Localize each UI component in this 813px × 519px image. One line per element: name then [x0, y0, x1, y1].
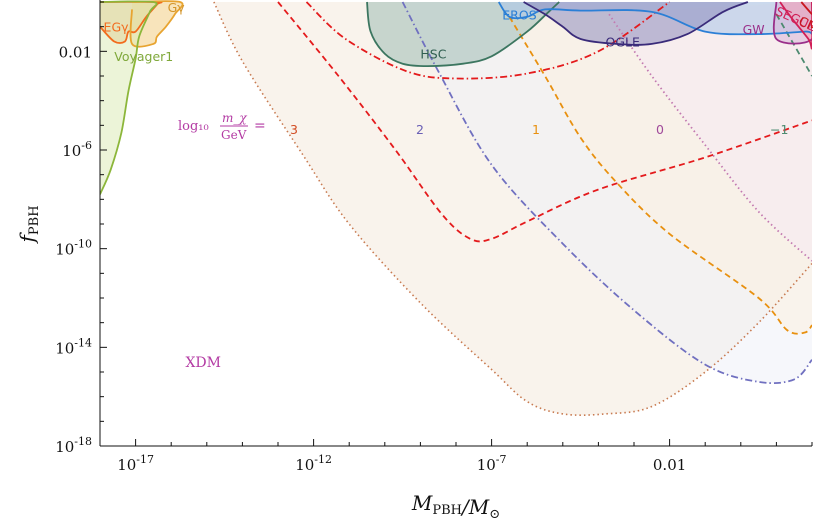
y-tick-label: 10-10 — [55, 238, 92, 259]
label-ogle: OGLE — [606, 34, 640, 49]
label-gw: GW — [743, 22, 765, 37]
y-tick-label: 0.01 — [59, 43, 92, 61]
xdm-curves — [277, 1, 812, 385]
y-tick-label: 10-18 — [55, 435, 92, 456]
constraint-lines — [100, 0, 812, 195]
label-eros: EROS — [502, 7, 536, 22]
xdm-curve-0-4 — [608, 13, 812, 262]
constraint-line-hsc — [366, 1, 560, 68]
constraint-fill-segue — [780, 2, 812, 49]
legend-value-0: 0 — [656, 122, 664, 137]
y-axis-label: fPBH — [15, 205, 42, 244]
constraint-fill-voyager1 — [100, 1, 157, 195]
legend-denominator: GeV — [221, 128, 247, 142]
xdm-curve-3-0 — [277, 1, 812, 243]
x-tick-label: 10-17 — [117, 453, 154, 474]
legend-value-3: 3 — [290, 122, 298, 137]
x-tick-label: 10-7 — [477, 453, 507, 474]
mass-legend: log₁₀ m_χ GeV = 3 2 1 0 −1 — [178, 111, 788, 142]
x-tick-label: 0.01 — [653, 456, 686, 474]
xdm-curve-1-5 — [775, 13, 812, 77]
label-xdm: XDM — [185, 355, 221, 371]
label-voyager1: Voyager1 — [114, 49, 173, 64]
label-g: Gγ — [168, 0, 186, 15]
constraint-line-eg — [100, 0, 163, 44]
constraint-line-voyager1 — [100, 0, 158, 195]
legend-value-1: 1 — [532, 122, 540, 137]
label-eg: EGγ — [104, 20, 130, 35]
legend-log-prefix: log₁₀ — [178, 119, 209, 134]
legend-numerator: m_χ — [222, 111, 247, 125]
constraint-line-ogle — [523, 1, 749, 46]
x-axis-label: MPBH/M⊙ — [411, 491, 500, 519]
x-tick-label: 10-12 — [295, 453, 332, 474]
xdm-band-fill-0 — [609, 2, 812, 261]
xdm-curve-1-3 — [508, 16, 812, 335]
legend-value-2: 2 — [416, 122, 424, 137]
constraint-line-g — [129, 0, 184, 48]
constraint-fills — [100, 1, 812, 416]
y-tick-label: 10-14 — [55, 336, 92, 357]
xdm-curve-3-1 — [305, 1, 671, 80]
label-hsc: HSC — [420, 47, 446, 62]
xdm-curve-2-2 — [401, 1, 812, 385]
constraint-line-segue — [779, 1, 812, 50]
constraint-line-gw — [772, 1, 812, 45]
constraint-fill-ogle — [523, 2, 748, 45]
y-tick-label: 10-6 — [62, 139, 92, 160]
constraint-line-eros — [497, 1, 812, 36]
legend-value-1: −1 — [770, 122, 788, 137]
constraint-line-cmb — [800, 1, 812, 15]
legend-equals: = — [254, 118, 266, 134]
